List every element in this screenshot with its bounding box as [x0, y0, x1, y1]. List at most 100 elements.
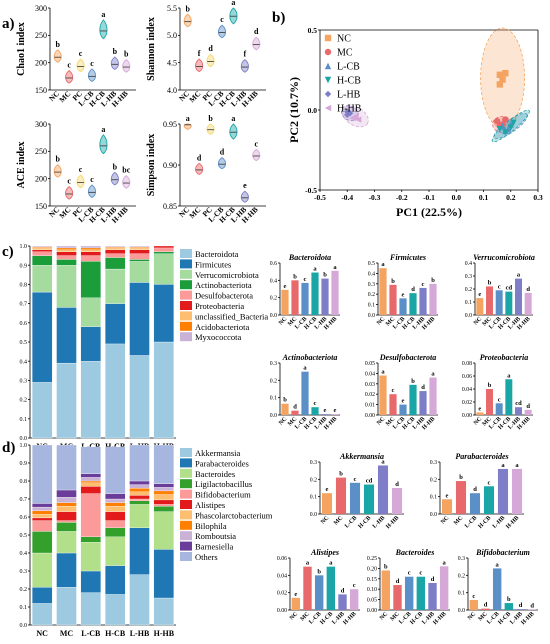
phylum-stack-legend-label-acidobacteriota: Acidobacteriota — [195, 322, 250, 332]
bar-bacteroides-bar-nc — [381, 570, 391, 610]
bar-bacteroidota-bar-l-cb — [301, 282, 309, 315]
pcoa-point-nc — [496, 81, 504, 88]
phylum-stack-legend-swatch-firmicutes — [180, 259, 192, 269]
genus-stack-segment-h-cb-akkermansia — [105, 594, 126, 626]
bar-bacteroides-bar-h-cb — [416, 576, 426, 610]
phylum-stack-segment-mc-unclassified-bacteria — [56, 249, 77, 252]
genus-stack-segment-nc-bilophila — [32, 510, 53, 515]
bar-firmicutes-letter-l-cb: e — [402, 291, 405, 298]
pcoa-point-mc — [493, 118, 501, 125]
bar-parabacteroides-letter-h-cb: c — [488, 479, 491, 486]
violin-simpson-index-letter-l-cb: d — [220, 148, 225, 157]
genus-stack-segment-h-cb-parabacteroides — [105, 565, 126, 595]
violin-ace-index-violin-h-cb — [99, 134, 108, 155]
bar-bifidobacterium-y-tick-label: 0.3 — [458, 556, 465, 562]
genus-stack-segment-l-hb-parabacteroides — [129, 527, 150, 575]
bar-actinobacteriota-y-tick-label: 0.1 — [270, 396, 277, 402]
genus-stack-legend-label-ligilactobacillus: Ligilactobacillus — [195, 479, 252, 489]
phylum-stack-y-tick-label: 0.7 — [20, 302, 28, 308]
phylum-stack-segment-mc-bacteroidota — [56, 362, 77, 439]
violin-shannon-index-ylabel: Shannon index — [146, 17, 157, 81]
pcoa-y-tick-label: 0.0 — [308, 106, 318, 115]
bar-bacteroides-x-label-nc: NC — [379, 611, 389, 621]
bar-bacteroidota-bar-h-hb — [331, 270, 339, 315]
genus-stack-legend-label-bilophila: Bilophila — [195, 521, 227, 531]
genus-stack-legend-label-others: Others — [195, 552, 218, 562]
bar-firmicutes-y-tick-label: 0.5 — [368, 261, 375, 267]
bar-bacteroides-x-label-h-hb: H-HB — [432, 611, 447, 626]
violin-simpson-index-violin-h-hb — [252, 148, 261, 162]
bar-desulfobacterota-x-label-nc: NC — [376, 416, 386, 426]
pcoa-point-h-hb — [324, 104, 332, 112]
violin-simpson-index-violin-mc — [195, 162, 204, 176]
genus-stack-segment-l-hb-phascolarctobacterium — [129, 491, 150, 496]
bar-akkermansia-y-tick-label: 0.3 — [310, 460, 317, 466]
bar-actinobacteriota-letter-h-cb: c — [314, 400, 317, 407]
bar-bacteroides-y-tick-label: 0.05 — [367, 598, 377, 604]
genus-stack-segment-mc-akkermansia — [56, 587, 77, 626]
phylum-stack-segment-mc-desulfobacterota — [56, 255, 77, 260]
bar-bacteroides-letter-h-hb: a — [443, 559, 447, 566]
genus-stack-segment-l-cb-bifidobacterium — [80, 493, 101, 537]
phylum-stack-segment-l-cb-firmicutes — [80, 326, 101, 362]
bar-desulfobacterota-bar-l-cb — [399, 404, 407, 415]
bar-actinobacteriota-bar-h-hb — [331, 414, 339, 415]
phylum-stack-segment-h-hb-firmicutes — [153, 284, 174, 343]
violin-shannon-index-letter-nc: b — [185, 4, 190, 13]
genus-stack-legend-swatch-barnesiella — [180, 541, 192, 551]
bar-proteobacteria-y-tick-label: 0.02 — [462, 400, 472, 406]
phylum-stack-legend-swatch-actinobacteriota — [180, 280, 192, 290]
phylum-stack-segment-h-hb-proteobacteria — [153, 245, 174, 249]
violin-simpson-index-y-tick-label: 0.85 — [163, 202, 177, 211]
violin-chao1-index-letter-l-cb: c — [90, 59, 94, 68]
phylum-stack-segment-l-hb-firmicutes — [129, 282, 150, 356]
genus-stack-legend-swatch-romboutsia — [180, 531, 192, 541]
pcoa-xlabel: PC1 (22.5%) — [396, 205, 462, 219]
genus-stack-legend-swatch-ligilactobacillus — [180, 479, 192, 489]
genus-stack-y-tick-label: 0.2 — [20, 587, 28, 593]
violin-shannon-index-violin-h-hb — [252, 36, 261, 51]
phylum-stack-segment-l-hb-actinobacteriota — [129, 259, 150, 262]
violin-shannon-index-violin-l-hb — [240, 59, 249, 73]
bar-bacteroides-y-tick-label: 0.15 — [367, 577, 377, 583]
bar-actinobacteriota-y-tick-label: 0.3 — [270, 361, 277, 367]
bar-alistipes-x-label-h-hb: H-HB — [342, 611, 357, 626]
phylum-stack-legend-swatch-verrucomicrobiota — [180, 269, 192, 279]
bar-bacteroides-y-tick-label: 0.10 — [367, 587, 377, 593]
bar-desulfobacterota-y-tick-label: 0.02 — [365, 392, 375, 398]
pcoa-ylabel: PC2 (10.7%) — [287, 77, 301, 143]
bar-verrucomicrobiota-bar-l-cb — [495, 290, 503, 315]
violin-shannon-index-letter-h-cb: a — [231, 0, 235, 7]
bar-bifidobacterium-x-label-h-hb: H-HB — [520, 611, 535, 626]
panel-label-c: c) — [2, 244, 14, 260]
phylum-stack-segment-h-cb-bacteroidota — [105, 343, 126, 439]
phylum-stack-segment-l-hb-desulfobacterota — [129, 253, 150, 260]
violin-simpson-index-violin-l-hb — [240, 190, 249, 203]
bar-bacteroides-letter-nc: b — [384, 563, 388, 570]
violin-shannon-index-letter-mc: f — [198, 49, 201, 58]
genus-stack-segment-h-hb-alistipes — [153, 499, 174, 505]
violin-ace-index-ylabel: ACE index — [16, 142, 27, 189]
violin-simpson-index-violin-pc — [206, 123, 215, 135]
genus-stack-legend-swatch-parabacteroides — [180, 458, 192, 468]
violin-ace-index-letter-mc: c — [67, 177, 71, 186]
bar-bacteroides-letter-l-hb: d — [431, 576, 435, 583]
bar-firmicutes-y-tick-label: 0.3 — [368, 282, 375, 288]
pcoa-y-tick-label: -0.5 — [305, 186, 317, 195]
phylum-stack-segment-l-cb-actinobacteriota — [80, 261, 101, 298]
genus-stack-y-tick-label: 0.3 — [20, 569, 28, 575]
genus-stack-segment-h-cb-alistipes — [105, 511, 126, 521]
phylum-stack-segment-mc-acidobacteriota — [56, 247, 77, 250]
bar-parabacteroides-x-label-l-hb: L-HB — [492, 515, 507, 530]
genus-stack-legend-label-alistipes: Alistipes — [195, 500, 225, 510]
phylum-stack-segment-h-hb-bacteroidota — [153, 341, 174, 439]
bar-akkermansia-letter-l-cb: c — [354, 476, 357, 483]
bar-firmicutes-y-tick-label: 0.2 — [368, 292, 375, 298]
phylum-stack-y-tick-label: 0.2 — [20, 398, 28, 404]
genus-stack-segment-mc-barnesiella — [56, 489, 77, 498]
phylum-stack-segment-mc-proteobacteria — [56, 251, 77, 256]
violin-ace-index-y-tick-label: 300 — [35, 120, 47, 129]
phylum-stack-segment-h-cb-actinobacteriota — [105, 257, 126, 270]
bar-parabacteroides-title: Parabacteroides — [455, 452, 508, 461]
